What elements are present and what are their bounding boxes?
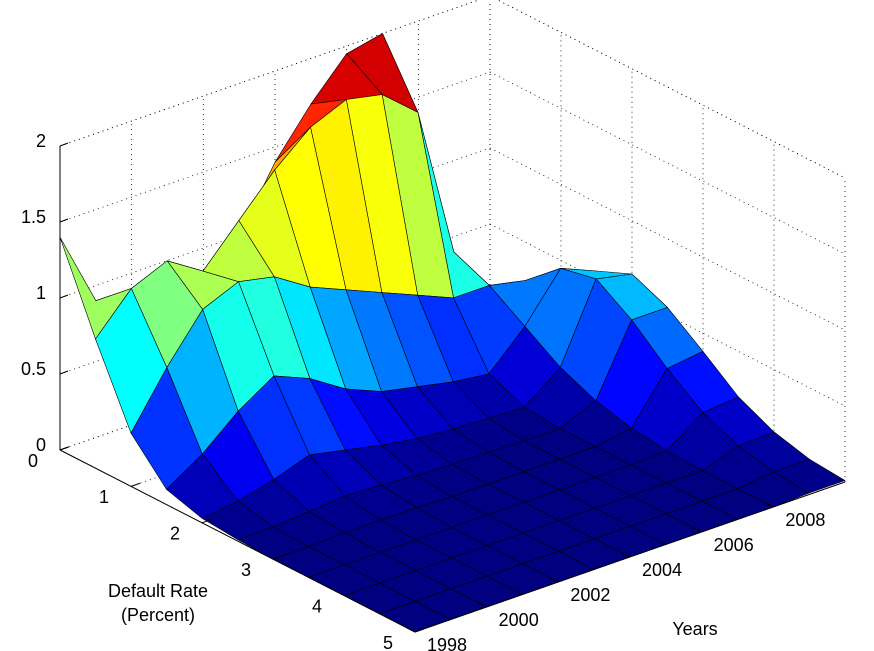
y-tick bbox=[414, 628, 425, 633]
y-axis bbox=[59, 449, 416, 633]
y-tick-label: 1 bbox=[99, 487, 109, 507]
box-edge bbox=[496, 0, 846, 179]
y-tick bbox=[59, 446, 70, 451]
y-tick bbox=[130, 482, 141, 487]
z-tick bbox=[59, 370, 69, 375]
y-tick-label: 5 bbox=[383, 633, 393, 651]
y-tick-label: 0 bbox=[28, 451, 38, 471]
y-tick bbox=[272, 555, 283, 560]
x-tick-label: 2006 bbox=[714, 535, 754, 555]
y-tick bbox=[343, 592, 354, 597]
z-tick-label: 0 bbox=[36, 435, 46, 455]
z-tick-label: 0.5 bbox=[21, 359, 46, 379]
x-tick-label: 2008 bbox=[785, 510, 825, 530]
y-tick bbox=[201, 519, 212, 524]
x-tick bbox=[549, 577, 559, 583]
x-tick bbox=[477, 602, 487, 608]
x-tick bbox=[692, 527, 702, 533]
y-axis-label: (Percent) bbox=[121, 605, 195, 625]
z-tick-label: 2 bbox=[36, 131, 46, 151]
z-tick-label: 1.5 bbox=[21, 207, 46, 227]
x-tick bbox=[621, 552, 631, 558]
z-tick-label: 1 bbox=[36, 283, 46, 303]
y-tick-label: 4 bbox=[312, 596, 322, 616]
y-tick-label: 3 bbox=[241, 560, 251, 580]
grid-line bbox=[496, 0, 846, 179]
grid-line bbox=[489, 71, 846, 255]
grid-line bbox=[59, 71, 491, 223]
x-axis-label: Years bbox=[672, 619, 717, 639]
x-tick-label: 1998 bbox=[427, 635, 467, 651]
x-tick-label: 2002 bbox=[570, 585, 610, 605]
grid-line bbox=[59, 147, 491, 299]
x-tick bbox=[406, 627, 416, 633]
x-tick bbox=[764, 502, 774, 508]
z-tick bbox=[59, 294, 69, 299]
x-tick-label: 2000 bbox=[499, 610, 539, 630]
z-tick bbox=[59, 142, 69, 147]
z-tick bbox=[59, 218, 69, 223]
y-tick-label: 2 bbox=[170, 524, 180, 544]
x-tick-label: 2004 bbox=[642, 560, 682, 580]
box-edge bbox=[59, 0, 480, 147]
y-axis-label: Default Rate bbox=[108, 581, 208, 601]
